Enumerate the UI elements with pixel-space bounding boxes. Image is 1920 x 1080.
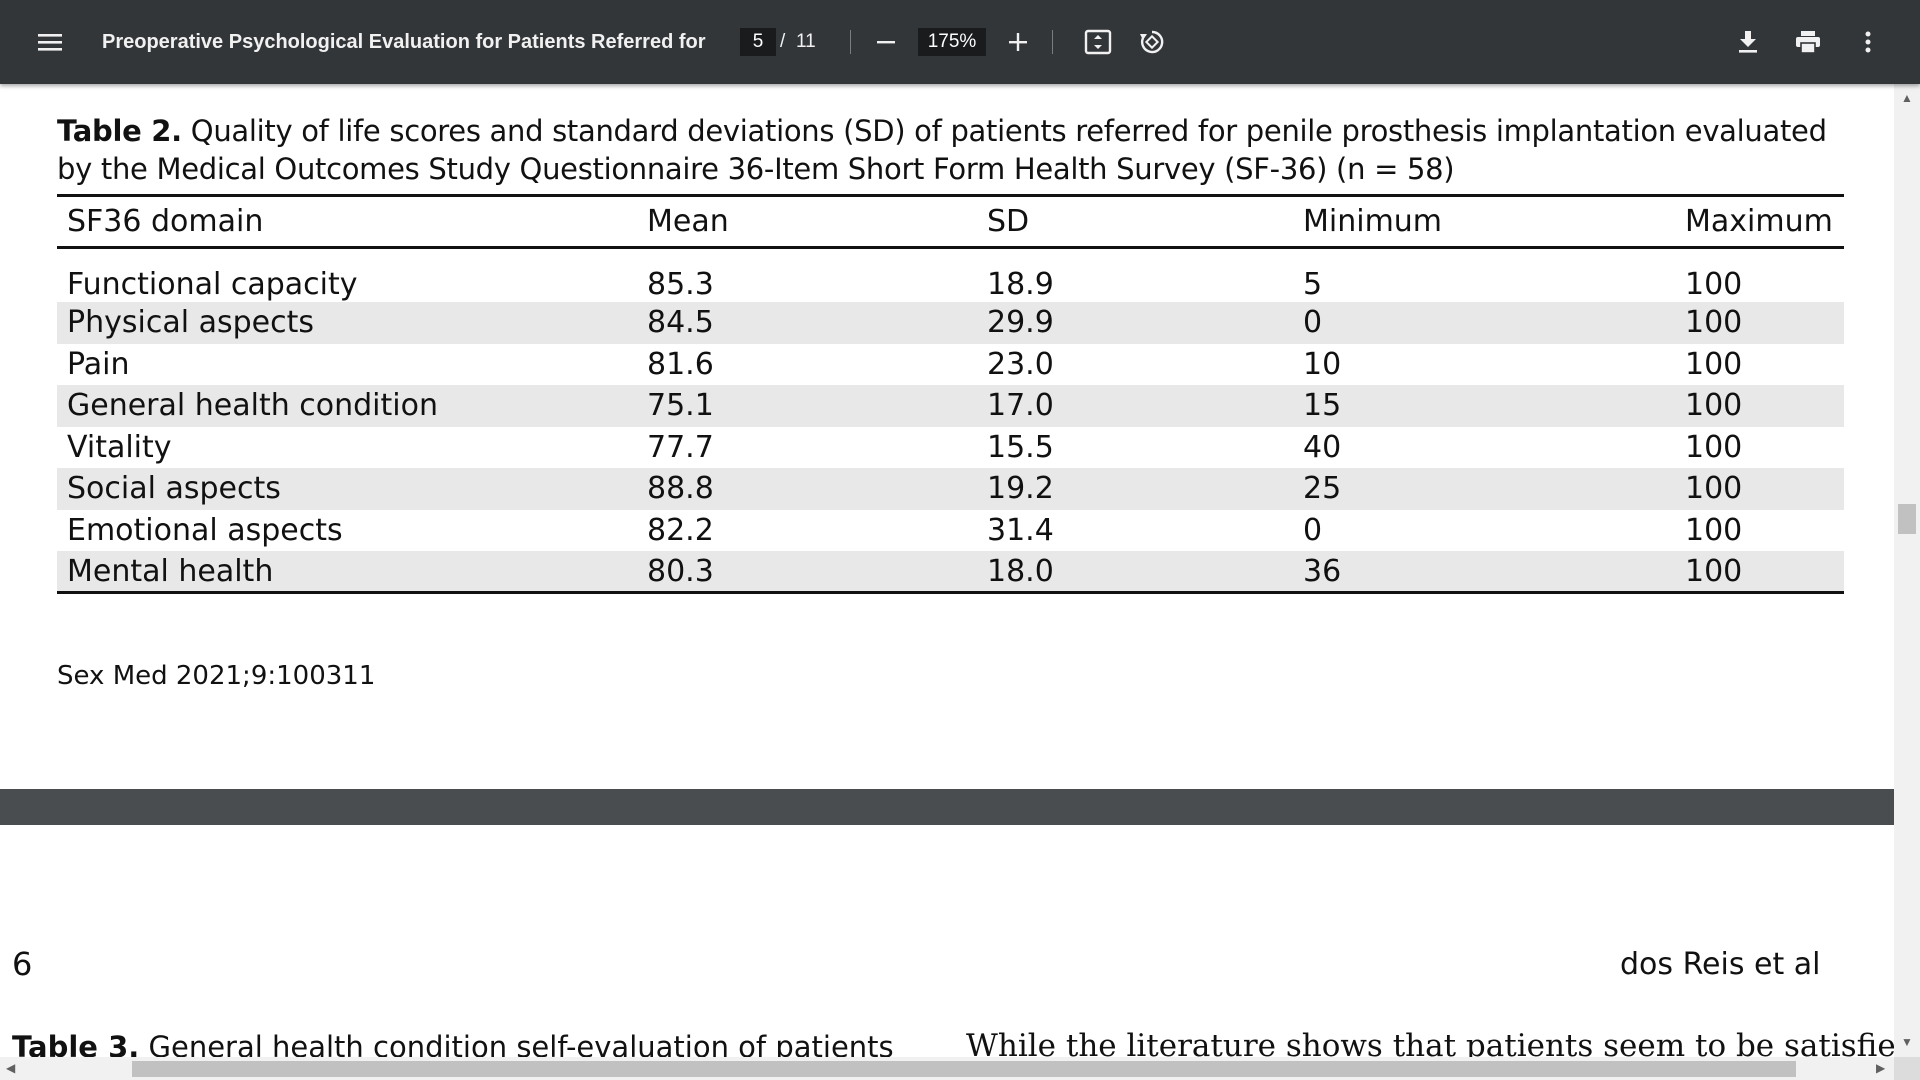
document-title: Preoperative Psychological Evaluation fo… xyxy=(102,31,712,53)
horizontal-scroll-thumb[interactable] xyxy=(132,1061,1796,1077)
cell-sd: 18.0 xyxy=(987,553,1054,589)
cell-domain: Pain xyxy=(67,346,130,382)
cell-min: 5 xyxy=(1303,267,1323,302)
table-caption-text: Quality of life scores and standard devi… xyxy=(57,114,1827,186)
print-icon[interactable] xyxy=(1788,22,1828,62)
table-row: Social aspects 88.8 19.2 25 100 xyxy=(57,468,1844,510)
cell-max: 100 xyxy=(1685,429,1743,465)
cell-max: 100 xyxy=(1685,471,1743,507)
cell-mean: 75.1 xyxy=(647,388,714,424)
body-text: While the literature shows that patients… xyxy=(966,1028,1894,1057)
cell-domain: Emotional aspects xyxy=(67,512,343,548)
table-row: Physical aspects 84.5 29.9 0 100 xyxy=(57,302,1844,344)
page-number: 6 xyxy=(12,945,33,983)
cell-sd: 31.4 xyxy=(987,512,1054,548)
cell-min: 10 xyxy=(1303,346,1342,382)
cell-domain: Social aspects xyxy=(67,471,281,507)
table-row: Pain 81.6 23.0 10 100 xyxy=(57,344,1844,386)
cell-mean: 88.8 xyxy=(647,471,714,507)
scroll-right-arrow-icon[interactable]: ▶ xyxy=(1876,1061,1886,1075)
zoom-level-input[interactable]: 175% xyxy=(918,28,986,56)
more-vertical-icon[interactable] xyxy=(1848,22,1888,62)
cell-max: 100 xyxy=(1685,553,1743,589)
cell-min: 36 xyxy=(1303,553,1342,589)
column-header: SD xyxy=(987,204,1030,239)
fit-to-page-icon[interactable] xyxy=(1078,22,1118,62)
table3-caption-label: Table 3. xyxy=(12,1030,140,1057)
cell-domain: Vitality xyxy=(67,429,172,465)
scroll-left-arrow-icon[interactable]: ◀ xyxy=(6,1061,16,1075)
vertical-scroll-thumb[interactable] xyxy=(1898,504,1916,534)
cell-sd: 23.0 xyxy=(987,346,1054,382)
pdf-page-next: 6 dos Reis et al Table 3. General health… xyxy=(0,825,1894,1057)
cell-domain: Mental health xyxy=(67,553,274,589)
page-separator-gap xyxy=(0,789,1894,825)
table3-caption-text: General health condition self-evaluation… xyxy=(139,1030,894,1057)
journal-citation: Sex Med 2021;9:100311 xyxy=(57,661,376,691)
scroll-down-arrow-icon[interactable]: ▼ xyxy=(1901,1035,1913,1049)
rotate-icon[interactable] xyxy=(1132,22,1172,62)
table-row: Emotional aspects 82.2 31.4 0 100 xyxy=(57,510,1844,552)
column-header: Minimum xyxy=(1303,204,1443,239)
running-head: dos Reis et al xyxy=(1620,947,1821,982)
table3-caption: Table 3. General health condition self-e… xyxy=(12,1030,894,1057)
column-header: SF36 domain xyxy=(67,204,264,239)
toolbar-divider xyxy=(1052,30,1053,54)
cell-min: 15 xyxy=(1303,388,1342,424)
cell-mean: 81.6 xyxy=(647,346,714,382)
table-row: Mental health 80.3 18.0 36 100 xyxy=(57,551,1844,593)
page-separator: / xyxy=(780,31,786,52)
cell-mean: 77.7 xyxy=(647,429,714,465)
pdf-page: Table 2. Quality of life scores and stan… xyxy=(0,84,1894,789)
pdf-toolbar: Preoperative Psychological Evaluation fo… xyxy=(0,0,1920,84)
vertical-scrollbar[interactable]: ▲ ▼ xyxy=(1894,84,1920,1057)
scrollbar-corner xyxy=(1894,1057,1920,1080)
total-pages: 11 xyxy=(796,31,816,52)
cell-domain: Physical aspects xyxy=(67,305,314,341)
table-header-row: SF36 domain Mean SD Minimum Maximum xyxy=(57,195,1844,248)
cell-mean: 85.3 xyxy=(647,267,714,302)
table-row: Vitality 77.7 15.5 40 100 xyxy=(57,427,1844,469)
column-header: Maximum xyxy=(1685,204,1833,239)
sf36-table: SF36 domain Mean SD Minimum Maximum Func… xyxy=(57,194,1844,594)
table-caption: Table 2. Quality of life scores and stan… xyxy=(57,112,1847,188)
cell-max: 100 xyxy=(1685,388,1743,424)
download-icon[interactable] xyxy=(1728,22,1768,62)
cell-mean: 84.5 xyxy=(647,305,714,341)
cell-mean: 82.2 xyxy=(647,512,714,548)
scroll-up-arrow-icon[interactable]: ▲ xyxy=(1901,91,1913,105)
cell-domain: General health condition xyxy=(67,388,438,424)
current-page-input[interactable]: 5 xyxy=(740,28,776,56)
table-caption-label: Table 2. xyxy=(57,114,182,148)
column-header: Mean xyxy=(647,204,729,239)
cell-domain: Functional capacity xyxy=(67,267,358,302)
horizontal-scrollbar[interactable]: ◀ ▶ xyxy=(0,1057,1894,1080)
minus-icon[interactable] xyxy=(868,22,904,62)
cell-min: 0 xyxy=(1303,305,1323,341)
toolbar-divider xyxy=(850,30,851,54)
cell-max: 100 xyxy=(1685,267,1743,302)
menu-icon[interactable] xyxy=(28,22,72,62)
table-row: General health condition 75.1 17.0 15 10… xyxy=(57,385,1844,427)
cell-max: 100 xyxy=(1685,512,1743,548)
cell-max: 100 xyxy=(1685,346,1743,382)
cell-sd: 29.9 xyxy=(987,305,1054,341)
table-row: Functional capacity 85.3 18.9 5 100 xyxy=(57,248,1844,302)
cell-sd: 17.0 xyxy=(987,388,1054,424)
cell-min: 40 xyxy=(1303,429,1342,465)
cell-max: 100 xyxy=(1685,305,1743,341)
cell-sd: 15.5 xyxy=(987,429,1054,465)
cell-sd: 18.9 xyxy=(987,267,1054,302)
plus-icon[interactable] xyxy=(1000,22,1036,62)
cell-sd: 19.2 xyxy=(987,471,1054,507)
cell-min: 25 xyxy=(1303,471,1342,507)
cell-min: 0 xyxy=(1303,512,1323,548)
cell-mean: 80.3 xyxy=(647,553,714,589)
